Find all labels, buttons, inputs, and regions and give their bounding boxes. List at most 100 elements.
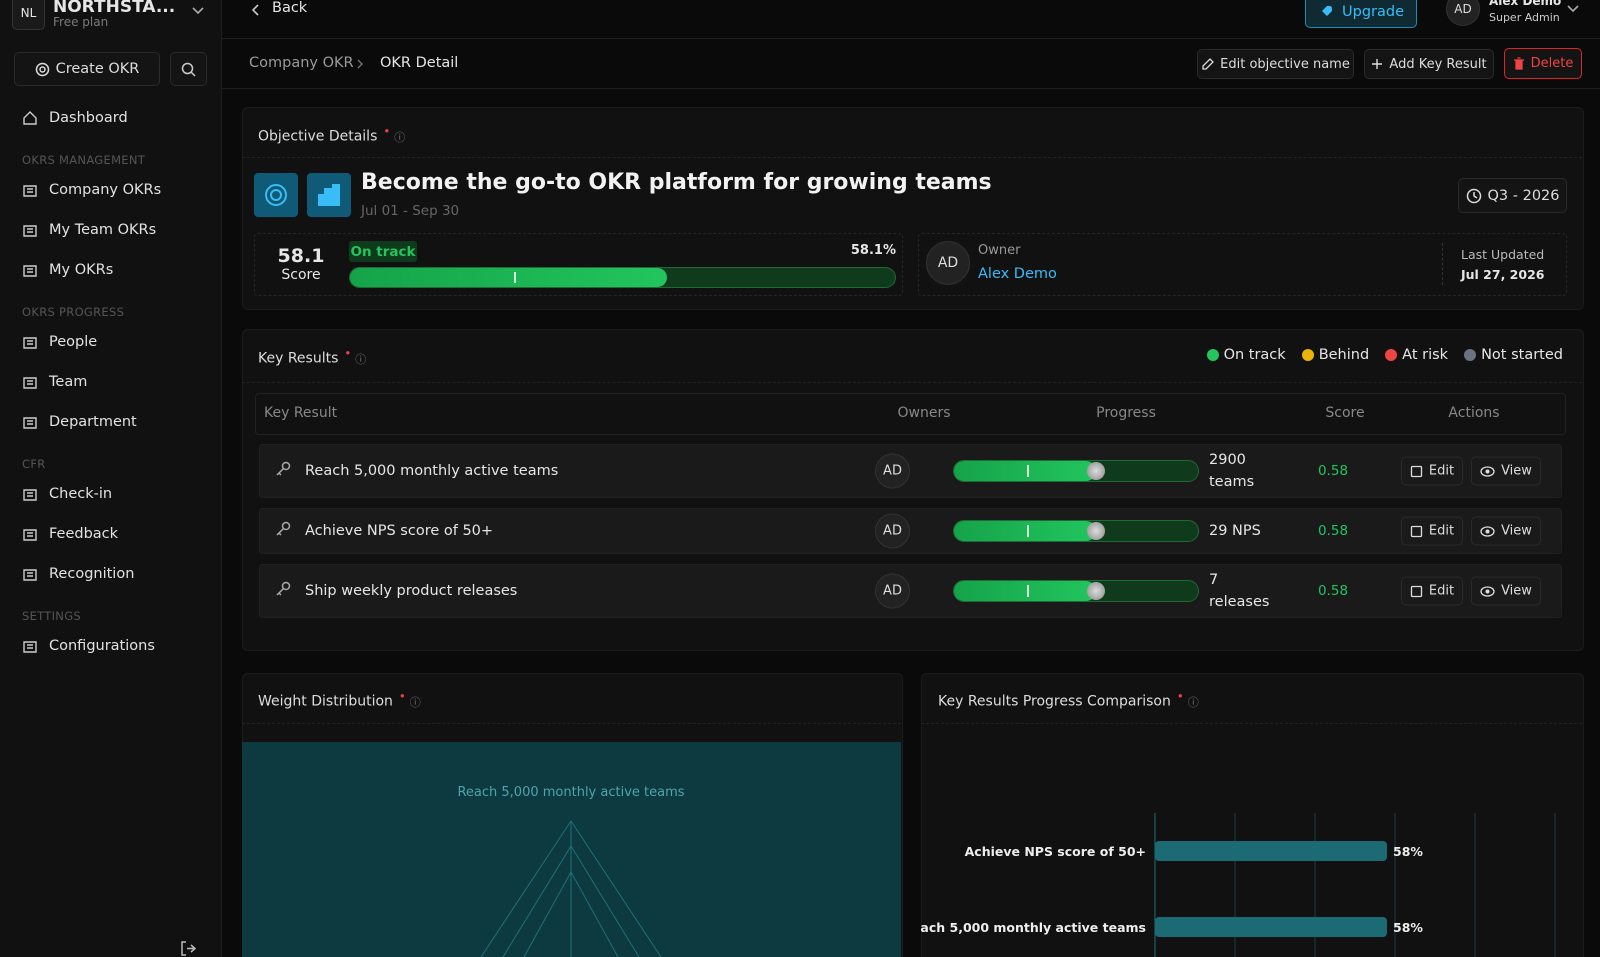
column-header: Key Result bbox=[264, 405, 338, 421]
nav-item[interactable]: Dashboard bbox=[14, 98, 208, 138]
progress-label: 58.1% bbox=[850, 243, 896, 258]
progress-marker bbox=[1027, 465, 1030, 477]
section-title-text: Weight Distribution bbox=[258, 693, 393, 710]
nav-item[interactable]: Feedback bbox=[14, 514, 208, 554]
nav-item[interactable]: People bbox=[14, 322, 208, 362]
key-icon bbox=[274, 580, 292, 602]
nav: Dashboard OKRS MANAGEMENT Company OKRs My T… bbox=[14, 98, 208, 666]
legend-dot bbox=[1301, 349, 1314, 361]
required-mark: • bbox=[1176, 689, 1184, 703]
user-role: Super Admin bbox=[1489, 11, 1560, 24]
key-result-row: Reach 5,000 monthly active teams AD 2900 t… bbox=[259, 444, 1562, 498]
view-button[interactable]: View bbox=[1471, 576, 1541, 606]
trash-icon bbox=[1513, 57, 1524, 70]
objective-dates: Jul 01 - Sep 30 bbox=[361, 203, 460, 219]
view-button[interactable]: View bbox=[1471, 516, 1541, 546]
help-icon[interactable]: ⓘ bbox=[1187, 695, 1199, 709]
current-value: 7 releases bbox=[1209, 572, 1270, 610]
help-icon[interactable]: ⓘ bbox=[409, 695, 421, 709]
radar-label: Reach 5,000 monthly active teams bbox=[457, 785, 684, 800]
key-results-rows: Reach 5,000 monthly active teams AD 2900 t… bbox=[259, 444, 1562, 618]
progress-track bbox=[349, 267, 896, 288]
y-tick-label: Achieve NPS score of 50+ bbox=[965, 844, 1146, 859]
owner-label: Owner bbox=[978, 243, 1021, 258]
nav-item[interactable]: Company OKRs bbox=[14, 170, 208, 210]
user-chevron[interactable] bbox=[1566, 4, 1580, 14]
legend-label: Behind bbox=[1318, 347, 1370, 363]
key-result-row: Achieve NPS score of 50+ AD 29 NPS 0.58 Edit… bbox=[259, 508, 1562, 554]
key-result-row: Ship weekly product releases AD 7 releases… bbox=[259, 564, 1562, 618]
group-title: OKRS MANAGEMENT bbox=[22, 153, 146, 167]
company-icon bbox=[307, 173, 351, 217]
owner-name[interactable]: Alex Demo bbox=[978, 266, 1057, 282]
score: 0.58 bbox=[1317, 523, 1349, 539]
create-okr-button[interactable]: Create OKR bbox=[14, 52, 160, 86]
icon bbox=[23, 569, 37, 581]
divider bbox=[1442, 243, 1444, 285]
icon bbox=[23, 265, 37, 277]
eye-icon bbox=[1480, 525, 1495, 537]
group-title: OKRS PROGRESS bbox=[22, 305, 125, 319]
nav-icon bbox=[22, 374, 38, 390]
group-title: SETTINGS bbox=[22, 609, 82, 623]
icon bbox=[23, 417, 37, 429]
breadcrumb-separator bbox=[357, 59, 363, 69]
key-results-header: Key Results • ⓘ bbox=[258, 346, 366, 367]
key-result-name: Reach 5,000 monthly active teams bbox=[305, 463, 559, 479]
add-key-result-button[interactable]: Add Key Result bbox=[1364, 49, 1494, 79]
breadcrumb-current: OKR Detail bbox=[380, 55, 459, 71]
score-label: Score bbox=[281, 267, 321, 283]
divider bbox=[921, 723, 1582, 724]
user-avatar[interactable]: AD bbox=[1446, 0, 1480, 26]
nav-item[interactable]: Team bbox=[14, 362, 208, 402]
icon bbox=[23, 337, 37, 349]
nav-item[interactable]: My OKRs bbox=[14, 250, 208, 290]
progress-track bbox=[953, 520, 1199, 542]
divider bbox=[242, 157, 1582, 158]
nav-item[interactable]: My Team OKRs bbox=[14, 210, 208, 250]
help-icon[interactable]: ⓘ bbox=[394, 130, 406, 144]
create-okr-label: Create OKR bbox=[55, 61, 140, 77]
owner-avatar: AD bbox=[875, 453, 910, 489]
comparison-card bbox=[921, 673, 1584, 957]
logout-icon[interactable] bbox=[180, 940, 196, 957]
quarter-button[interactable]: Q3 - 2026 bbox=[1458, 178, 1567, 213]
upgrade-button[interactable]: Upgrade bbox=[1305, 0, 1417, 28]
nav-label: Department bbox=[49, 414, 137, 430]
status-pill: On track bbox=[349, 241, 417, 262]
clock-icon bbox=[1466, 188, 1481, 203]
owner-box bbox=[918, 233, 1567, 296]
current-value: 29 NPS bbox=[1209, 523, 1261, 539]
back-icon[interactable] bbox=[251, 3, 261, 17]
icon bbox=[23, 185, 37, 197]
eye-icon bbox=[1480, 465, 1495, 477]
column-header: Score bbox=[1325, 405, 1365, 421]
edit-objective-button[interactable]: Edit objective name bbox=[1197, 49, 1354, 79]
org-chevron[interactable] bbox=[191, 6, 205, 16]
progress-marker bbox=[1027, 525, 1030, 537]
org-name[interactable]: NORTHSTA... bbox=[53, 0, 176, 17]
nav-item[interactable]: Department bbox=[14, 402, 208, 442]
delete-button[interactable]: Delete bbox=[1504, 48, 1582, 79]
search-button[interactable] bbox=[170, 52, 207, 86]
legend-item: Not started bbox=[1464, 347, 1563, 363]
legend-dot bbox=[1464, 349, 1477, 361]
nav-item[interactable]: Recognition bbox=[14, 554, 208, 594]
help-icon[interactable]: ⓘ bbox=[355, 352, 367, 366]
value-label: 58% bbox=[1393, 844, 1423, 859]
edit-button[interactable]: Edit bbox=[1401, 516, 1463, 546]
back-link[interactable]: Back bbox=[272, 0, 308, 16]
legend-item: Behind bbox=[1301, 347, 1370, 363]
key-result-name: Achieve NPS score of 50+ bbox=[305, 523, 494, 539]
breadcrumb-link[interactable]: Company OKR bbox=[249, 55, 354, 71]
nav-label: Dashboard bbox=[49, 110, 128, 126]
view-button[interactable]: View bbox=[1471, 456, 1541, 486]
edit-button[interactable]: Edit bbox=[1401, 456, 1463, 486]
nav-item[interactable]: Check-in bbox=[14, 474, 208, 514]
edit-button[interactable]: Edit bbox=[1401, 576, 1463, 606]
icon bbox=[23, 377, 37, 389]
last-updated-label: Last Updated bbox=[1461, 247, 1545, 262]
nav-item[interactable]: Configurations bbox=[14, 626, 208, 666]
nav-label: My OKRs bbox=[49, 262, 114, 278]
nav-icon bbox=[22, 486, 38, 502]
